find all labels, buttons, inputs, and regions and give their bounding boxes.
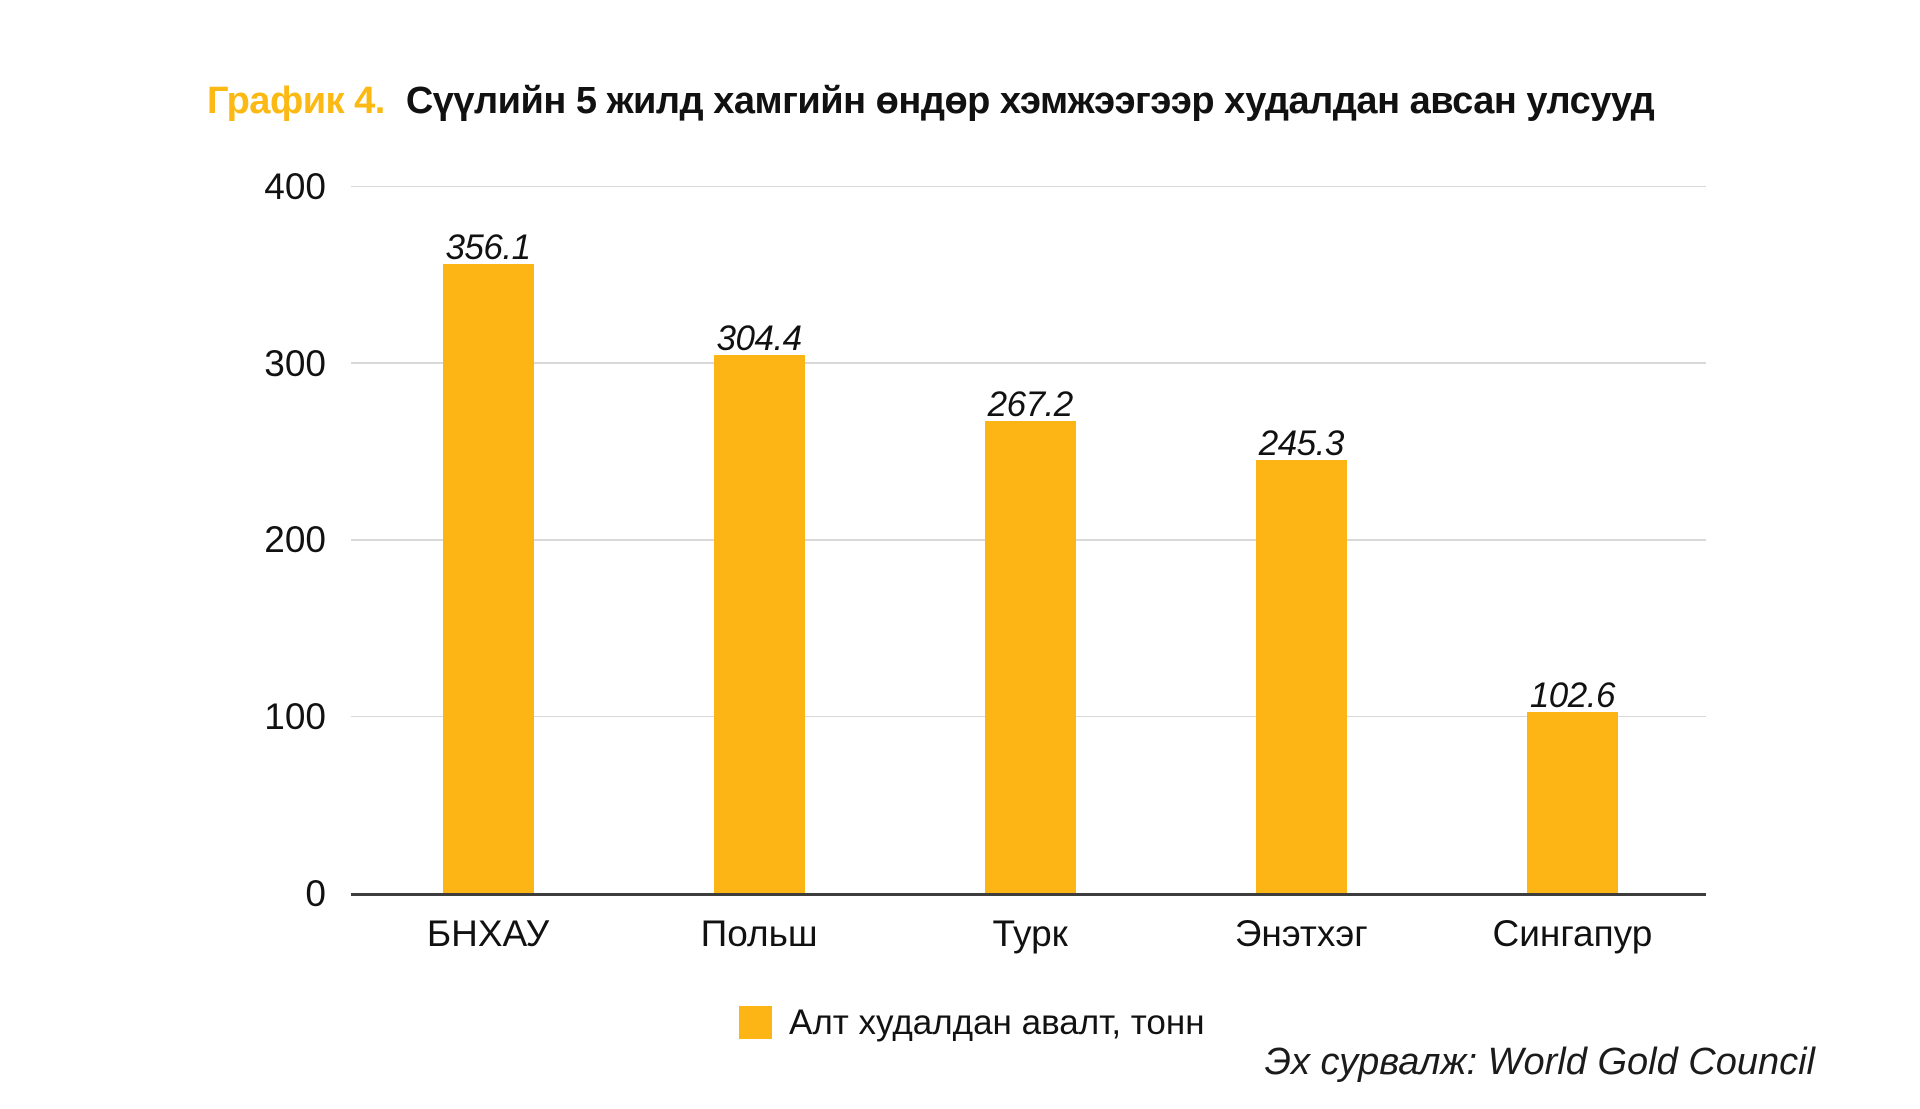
chart-title: График 4. Сүүлийн 5 жилд хамгийн өндөр хэ…: [207, 77, 1655, 125]
chart-title-prefix: График 4.: [207, 80, 385, 122]
chart-title-text: Сүүлийн 5 жилд хамгийн өндөр хэмжээгээр …: [405, 80, 1655, 122]
bar-value-label-Сингапур: 102.6: [1529, 675, 1616, 715]
bar-Энэтхэг: [1255, 459, 1347, 893]
y-tick-label-400: 400: [264, 166, 326, 208]
bar-value-label-Турк: 267.2: [987, 385, 1074, 425]
x-tick-label-Польш: Польш: [700, 913, 818, 954]
x-tick-label-Энэтхэг: Энэтхэг: [1234, 913, 1368, 954]
x-axis-line: [351, 893, 1706, 896]
bar-Польш: [713, 355, 805, 893]
bar-value-label-Польш: 304.4: [716, 319, 803, 359]
y-tick-label-200: 200: [264, 519, 326, 561]
gridline-400: [351, 185, 1706, 188]
legend: Алт худалдан авалт, тонн: [739, 1003, 1205, 1042]
bar-value-label-БНХАУ: 356.1: [445, 228, 531, 268]
source-note: Эх сурвалж: World Gold Council: [1264, 1041, 1815, 1083]
y-tick-label-0: 0: [305, 872, 326, 914]
y-tick-label-300: 300: [264, 342, 326, 384]
bar-value-label-Энэтхэг: 245.3: [1258, 423, 1345, 463]
gridline-300: [351, 362, 1706, 364]
x-tick-label-БНХАУ: БНХАУ: [426, 913, 550, 954]
y-tick-label-100: 100: [264, 695, 326, 737]
bar-Сингапур: [1526, 711, 1618, 893]
x-tick-label-Сингапур: Сингапур: [1492, 913, 1653, 954]
legend-swatch: [739, 1006, 772, 1039]
x-tick-label-Турк: Турк: [992, 913, 1068, 954]
bar-БНХАУ: [442, 264, 534, 893]
legend-label: Алт худалдан авалт, тонн: [789, 1003, 1205, 1042]
bar-Турк: [984, 421, 1076, 893]
